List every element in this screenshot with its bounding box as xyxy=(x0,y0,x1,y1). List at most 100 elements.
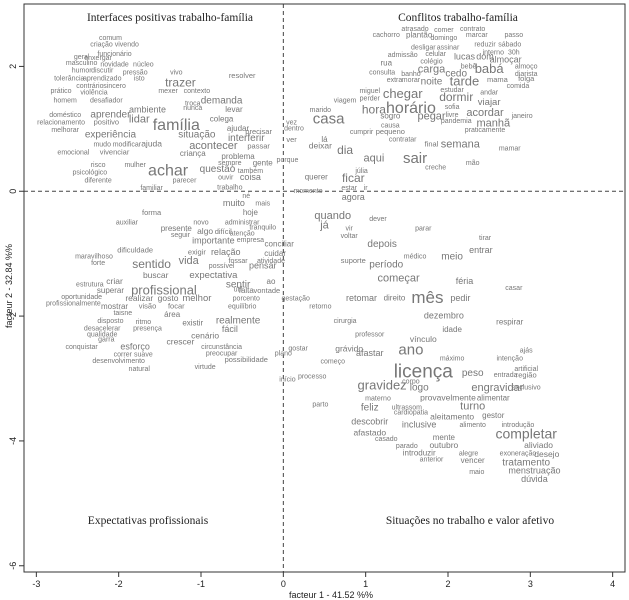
word-point: questão xyxy=(200,164,236,175)
word-point: ver xyxy=(286,135,297,144)
word-point: contratar xyxy=(389,136,417,143)
word-point: querer xyxy=(305,173,328,182)
word-point: atenção xyxy=(230,231,255,238)
word-point: sogro xyxy=(380,111,401,120)
word-point: contrato xyxy=(460,26,485,33)
word-point: acontecer xyxy=(189,140,238,152)
word-point: virtude xyxy=(195,364,216,371)
word-point: cenário xyxy=(191,330,219,340)
word-point: circunstância xyxy=(201,344,242,351)
word-point: sofia xyxy=(445,104,460,111)
word-point: masculino xyxy=(66,60,98,67)
word-point: introdução xyxy=(502,422,535,429)
word-point: tarde xyxy=(450,73,480,88)
word-point: comer xyxy=(434,27,454,34)
word-point: tolerância xyxy=(54,76,84,83)
word-point: cuidar xyxy=(264,249,286,258)
word-point: maio xyxy=(469,469,484,476)
word-point: viajar xyxy=(478,97,501,108)
word-point: possível xyxy=(209,263,235,270)
word-point: dia xyxy=(337,143,353,157)
word-point: tirar xyxy=(479,235,492,242)
word-point: pressão xyxy=(123,70,148,77)
word-point: consulta xyxy=(369,70,395,77)
word-point: criar xyxy=(106,276,123,286)
word-point: passo xyxy=(505,32,524,39)
word-point: administrar xyxy=(225,219,260,226)
y-tick-label: -6 xyxy=(8,562,18,570)
word-point: peso xyxy=(462,368,484,379)
word-point: desligar xyxy=(411,45,436,52)
word-point: depois xyxy=(367,239,396,250)
word-point: dom xyxy=(476,51,494,61)
x-tick-label: -3 xyxy=(32,579,40,589)
word-point: geral xyxy=(74,54,90,61)
word-point: mudo xyxy=(93,141,111,148)
word-point: algo xyxy=(197,226,213,236)
word-point: gravidez xyxy=(358,377,407,392)
word-point: problema xyxy=(221,152,255,161)
word-point: rua xyxy=(380,58,392,67)
word-point: ajudar xyxy=(227,124,250,133)
word-point: estar xyxy=(341,185,357,192)
word-point: final xyxy=(425,139,439,148)
word-point: pensar xyxy=(249,261,277,271)
x-tick-label: 4 xyxy=(610,579,615,589)
quadrant-title-top-left: Interfaces positivas trabalho-família xyxy=(87,12,253,24)
word-point: ouvir xyxy=(218,174,234,181)
word-point: licença xyxy=(394,361,454,382)
word-point: corpo xyxy=(402,378,420,385)
word-point: vontade xyxy=(254,286,281,295)
word-point: seguir xyxy=(171,232,191,239)
word-point: período xyxy=(369,260,403,271)
word-point: trabalho xyxy=(217,184,242,191)
word-point: importante xyxy=(192,236,235,246)
word-point: alimento xyxy=(459,422,486,429)
word-point: aliviado xyxy=(524,440,553,450)
word-point: né xyxy=(242,193,250,200)
quadrant-title-top-right: Conflitos trabalho-família xyxy=(398,12,518,24)
word-point: sábado xyxy=(498,41,521,48)
word-point: expectativa xyxy=(189,270,238,281)
word-point: natural xyxy=(129,366,151,373)
word-point: menstruação xyxy=(508,465,560,475)
word-point: fácil xyxy=(222,324,238,334)
word-point: cumprir xyxy=(350,129,374,136)
y-tick-label: -2 xyxy=(8,312,18,320)
word-point: crescer xyxy=(166,337,194,347)
word-point: correr xyxy=(114,352,133,359)
word-point: prático xyxy=(51,88,72,95)
word-point: empresa xyxy=(237,237,264,244)
word-point: casado xyxy=(375,436,398,443)
word-point: entrar xyxy=(469,245,493,255)
word-point: pedir xyxy=(450,293,470,303)
word-point: ultrassom xyxy=(392,405,423,412)
word-point: atrasado xyxy=(401,26,428,33)
word-point: aprendizado xyxy=(83,76,122,83)
x-tick-label: -2 xyxy=(115,579,123,589)
word-point: gestação xyxy=(281,295,310,302)
word-point: respirar xyxy=(496,317,523,326)
word-point: psicológico xyxy=(73,169,108,176)
y-tick-label: 0 xyxy=(8,189,18,194)
quadrant-title-bottom-right: Situações no trabalho e valor afetivo xyxy=(386,515,555,527)
word-point: suporte xyxy=(341,256,366,265)
word-point: discutir xyxy=(91,68,114,75)
word-point: idade xyxy=(442,325,462,334)
y-tick-label: 2 xyxy=(8,64,18,69)
word-point: área xyxy=(164,310,181,319)
word-point: começo xyxy=(320,358,345,365)
x-tick-label: -1 xyxy=(197,579,205,589)
word-point: dificuldade xyxy=(117,246,153,255)
word-point: almoçar xyxy=(490,55,522,65)
word-point: novo xyxy=(193,219,208,226)
x-tick-label: 2 xyxy=(445,579,450,589)
word-point: ficar xyxy=(342,171,365,185)
word-point: lá xyxy=(321,135,328,144)
word-point: perder xyxy=(360,96,381,103)
word-point: mama xyxy=(487,75,509,84)
word-point: estrutura xyxy=(76,282,104,289)
word-point: melhor xyxy=(182,293,211,304)
word-point: começar xyxy=(378,273,421,285)
